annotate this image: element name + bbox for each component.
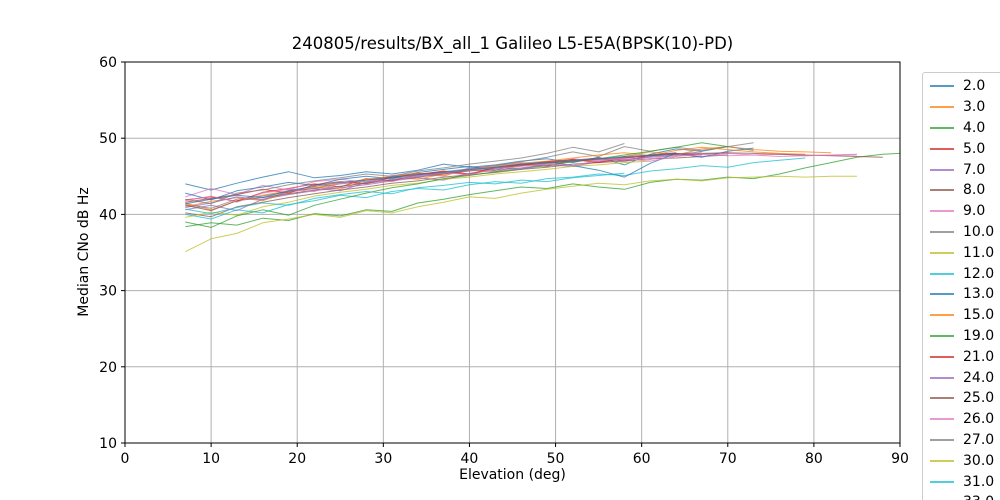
legend-item: 13.0 bbox=[923, 284, 1000, 305]
legend-item-label: 26.0 bbox=[963, 411, 995, 428]
x-tick-label: 70 bbox=[719, 451, 737, 467]
x-tick-label: 30 bbox=[374, 451, 392, 467]
legend-line-sample bbox=[930, 85, 954, 88]
y-tick-label: 20 bbox=[99, 360, 117, 376]
x-axis-label: Elevation (deg) bbox=[459, 467, 566, 483]
legend-line-sample bbox=[930, 126, 954, 129]
legend-line-sample bbox=[930, 397, 954, 400]
legend-line-sample bbox=[930, 230, 954, 233]
legend-item-label: 7.0 bbox=[963, 161, 986, 178]
series-line-19.0 bbox=[185, 142, 728, 228]
legend-item: 27.0 bbox=[923, 430, 1000, 451]
series-line-25.0 bbox=[185, 152, 883, 212]
legend-item-label: 2.0 bbox=[963, 78, 986, 95]
y-tick-label: 30 bbox=[99, 284, 117, 300]
legend-item: 9.0 bbox=[923, 201, 1000, 222]
legend-line-sample bbox=[930, 418, 954, 421]
axes-spines bbox=[124, 61, 901, 444]
legend-line-sample bbox=[930, 147, 954, 150]
legend-item: 5.0 bbox=[923, 138, 1000, 159]
series-line-27.0 bbox=[185, 143, 625, 205]
x-tick-label: 50 bbox=[547, 451, 565, 467]
legend-item-label: 10.0 bbox=[963, 223, 995, 240]
series-line-26.0 bbox=[185, 153, 857, 203]
legend: 2.0 3.0 4.0 5.0 7.0 8.0 9.0 10.0 11.0 12.0 13.0 15.… bbox=[922, 72, 1000, 500]
legend-item: 21.0 bbox=[923, 346, 1000, 367]
legend-line-sample bbox=[930, 355, 954, 358]
x-tick-label: 40 bbox=[461, 451, 479, 467]
legend-item: 10.0 bbox=[923, 222, 1000, 243]
x-tick-label: 60 bbox=[633, 451, 651, 467]
legend-line-sample bbox=[930, 459, 954, 462]
legend-line-sample bbox=[930, 334, 954, 337]
legend-item-label: 13.0 bbox=[963, 286, 995, 303]
series-line-9.0 bbox=[185, 152, 857, 198]
legend-item-label: 11.0 bbox=[963, 244, 995, 261]
legend-item-label: 27.0 bbox=[963, 431, 995, 448]
legend-item-label: 24.0 bbox=[963, 369, 995, 386]
legend-item: 15.0 bbox=[923, 305, 1000, 326]
chart-title: 240805/results/BX_all_1 Galileo L5-E5A(B… bbox=[291, 34, 734, 53]
legend-line-sample bbox=[930, 293, 954, 296]
legend-line-sample bbox=[930, 272, 954, 275]
series-line-12.0 bbox=[185, 157, 806, 220]
legend-item-label: 15.0 bbox=[963, 307, 995, 324]
legend-item-label: 5.0 bbox=[963, 140, 986, 157]
x-tick-label: 20 bbox=[288, 451, 306, 467]
legend-item-label: 30.0 bbox=[963, 452, 995, 469]
legend-item-label: 8.0 bbox=[963, 182, 986, 199]
legend-line-sample bbox=[930, 251, 954, 254]
series-line-30.0 bbox=[185, 175, 857, 253]
x-tick-label: 0 bbox=[121, 451, 130, 467]
series-line-33.0 bbox=[185, 152, 677, 205]
legend-item: 4.0 bbox=[923, 118, 1000, 139]
legend-item: 3.0 bbox=[923, 97, 1000, 118]
x-tick-label: 10 bbox=[202, 451, 220, 467]
legend-item: 25.0 bbox=[923, 388, 1000, 409]
legend-item-label: 12.0 bbox=[963, 265, 995, 282]
legend-item: 24.0 bbox=[923, 367, 1000, 388]
series-line-11.0 bbox=[185, 160, 651, 218]
series-line-15.0 bbox=[185, 146, 806, 208]
series-line-31.0 bbox=[185, 172, 625, 215]
legend-item: 26.0 bbox=[923, 409, 1000, 430]
legend-item: 33.0 bbox=[923, 492, 1000, 500]
legend-line-sample bbox=[930, 189, 954, 192]
legend-item-label: 25.0 bbox=[963, 390, 995, 407]
y-tick-label: 60 bbox=[99, 55, 117, 71]
legend-item: 31.0 bbox=[923, 471, 1000, 492]
y-tick-label: 10 bbox=[99, 436, 117, 452]
legend-item-label: 21.0 bbox=[963, 348, 995, 365]
legend-item: 30.0 bbox=[923, 450, 1000, 471]
y-tick-label: 50 bbox=[99, 131, 117, 147]
legend-line-sample bbox=[930, 168, 954, 171]
legend-line-sample bbox=[930, 106, 954, 109]
x-tick-label: 90 bbox=[891, 451, 909, 467]
legend-item: 7.0 bbox=[923, 159, 1000, 180]
legend-item-label: 9.0 bbox=[963, 203, 986, 220]
legend-item: 8.0 bbox=[923, 180, 1000, 201]
legend-line-sample bbox=[930, 376, 954, 379]
series-line-3.0 bbox=[185, 146, 832, 211]
legend-item-label: 4.0 bbox=[963, 119, 986, 136]
legend-item-label: 19.0 bbox=[963, 327, 995, 344]
legend-item-label: 3.0 bbox=[963, 99, 986, 116]
legend-line-sample bbox=[930, 210, 954, 213]
legend-item: 19.0 bbox=[923, 326, 1000, 347]
legend-item: 2.0 bbox=[923, 76, 1000, 97]
legend-line-sample bbox=[930, 480, 954, 483]
legend-line-sample bbox=[930, 438, 954, 441]
legend-line-sample bbox=[930, 314, 954, 317]
legend-item-label: 33.0 bbox=[963, 495, 994, 500]
legend-item: 11.0 bbox=[923, 242, 1000, 263]
legend-item-label: 31.0 bbox=[963, 473, 995, 490]
x-tick-label: 80 bbox=[805, 451, 823, 467]
legend-item: 12.0 bbox=[923, 263, 1000, 284]
y-tick-label: 40 bbox=[99, 207, 117, 223]
